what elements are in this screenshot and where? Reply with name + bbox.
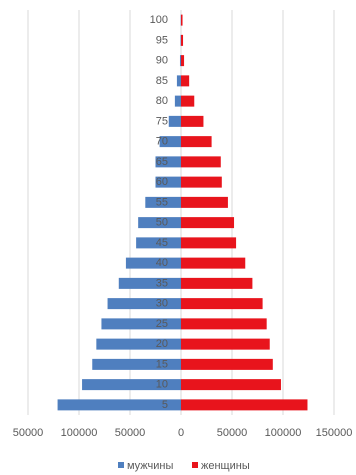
category-label: 15 — [156, 358, 168, 370]
bar — [176, 75, 181, 87]
category-label: 65 — [156, 156, 168, 168]
category-label: 85 — [156, 75, 168, 87]
bar — [181, 237, 237, 249]
bar — [136, 237, 181, 249]
bar — [155, 176, 181, 188]
bar — [181, 55, 185, 67]
x-tick-label: 150000 — [316, 427, 353, 439]
bar — [101, 318, 181, 330]
x-tick-label: 50000 — [13, 427, 44, 439]
category-label: 80 — [156, 95, 168, 107]
bar — [181, 399, 308, 411]
legend-label: женщины — [201, 460, 250, 472]
category-label: 25 — [156, 318, 168, 330]
category-label: 45 — [156, 237, 168, 249]
bar — [181, 34, 184, 46]
bar — [181, 156, 221, 168]
bar — [118, 277, 181, 289]
bar — [96, 338, 181, 350]
bar — [174, 95, 181, 107]
x-tick-label: 50000 — [217, 427, 248, 439]
bar — [107, 298, 181, 310]
x-tick-label: 0 — [178, 427, 184, 439]
legend-swatch — [118, 462, 124, 468]
bar — [181, 115, 204, 127]
bar — [92, 358, 181, 370]
category-label: 40 — [156, 257, 168, 269]
legend-swatch — [192, 462, 198, 468]
bar — [138, 217, 181, 229]
category-label: 60 — [156, 176, 168, 188]
x-tick-label: 100000 — [265, 427, 302, 439]
x-tick-label: 100000 — [61, 427, 98, 439]
bar — [181, 217, 235, 229]
category-label: 5 — [162, 399, 168, 411]
bar — [181, 75, 190, 87]
bar — [125, 257, 181, 269]
bar — [181, 358, 273, 370]
bar — [82, 379, 181, 391]
bar — [181, 257, 246, 269]
bar — [181, 14, 183, 26]
bar — [181, 136, 212, 148]
bar — [155, 156, 181, 168]
category-label: 50 — [156, 217, 168, 229]
bar — [57, 399, 181, 411]
x-tick-label: 50000 — [115, 427, 146, 439]
bar — [145, 196, 181, 208]
category-label: 30 — [156, 298, 168, 310]
category-label: 10 — [156, 379, 168, 391]
category-label: 75 — [156, 115, 168, 127]
bar — [181, 176, 222, 188]
category-label: 55 — [156, 196, 168, 208]
category-label: 20 — [156, 338, 168, 350]
legend-label: мужчины — [127, 460, 173, 472]
bar — [181, 379, 281, 391]
bar — [181, 338, 270, 350]
bar — [181, 298, 263, 310]
category-label: 90 — [156, 55, 168, 67]
bar — [181, 95, 195, 107]
category-label: 95 — [156, 34, 168, 46]
category-label: 70 — [156, 136, 168, 148]
bar — [181, 318, 267, 330]
bar — [168, 115, 181, 127]
category-label: 100 — [150, 14, 168, 26]
bar — [180, 34, 181, 46]
bar — [179, 55, 181, 67]
bar — [181, 277, 253, 289]
bar — [159, 136, 181, 148]
category-label: 35 — [156, 277, 168, 289]
bar — [181, 196, 228, 208]
